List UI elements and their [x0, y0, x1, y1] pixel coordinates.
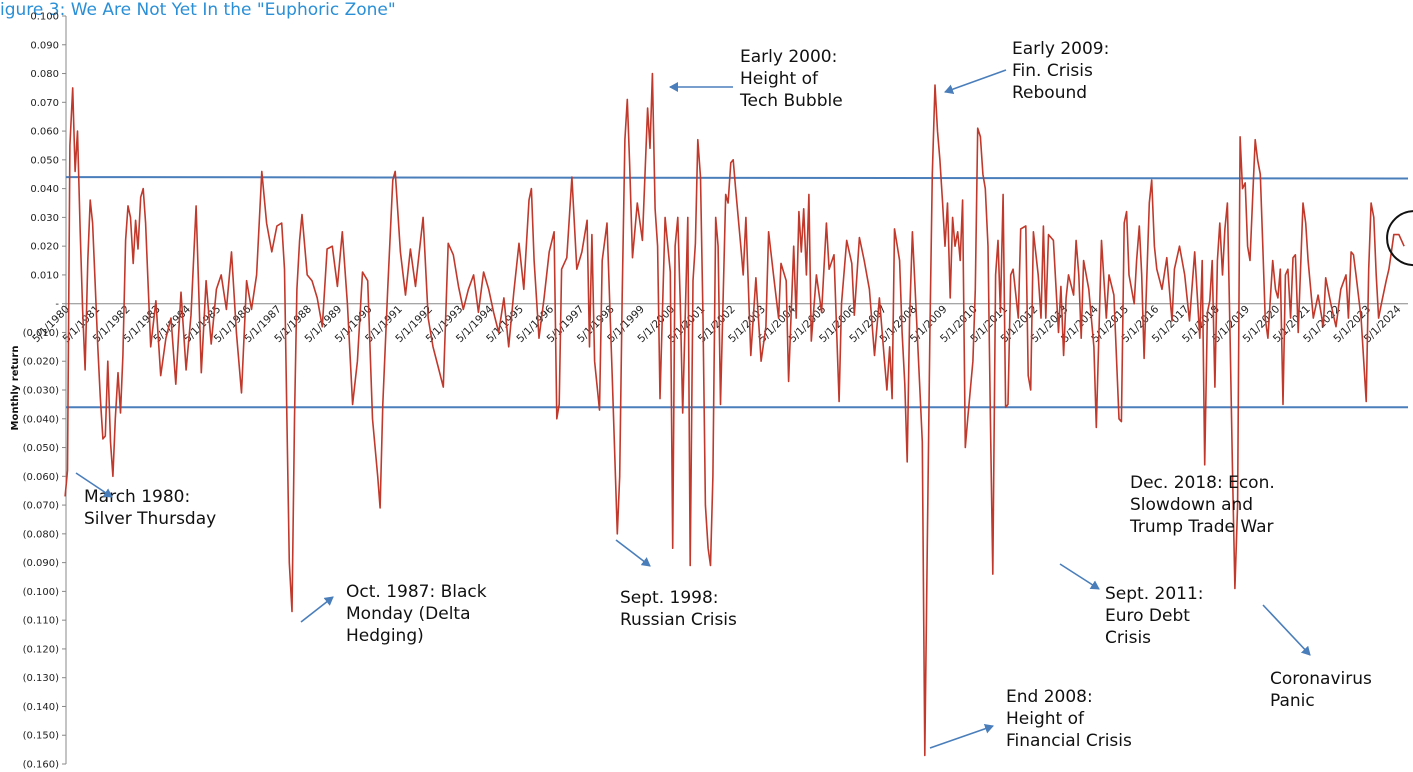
y-tick-label: 0.100: [30, 12, 59, 23]
y-tick-label: 0.060: [30, 127, 59, 138]
y-tick-label: (0.050): [23, 443, 60, 454]
annotations: March 1980: Silver Thursday Oct. 1987: Bla…: [75, 39, 1372, 751]
annotation-arrow: [944, 69, 1007, 94]
annotation-arrow: [1059, 563, 1100, 590]
y-axis-label: Monthly return: [10, 346, 21, 431]
y-tick-label: 0.050: [30, 155, 59, 166]
y-tick-label: (0.120): [23, 644, 60, 655]
y-tick-label: (0.060): [23, 472, 60, 483]
y-tick-label: (0.100): [23, 587, 60, 598]
reference-lines: [65, 176, 1409, 409]
y-tick-label: (0.040): [23, 414, 60, 425]
y-tick-label: (0.110): [23, 616, 60, 627]
y-tick-label: 0.070: [30, 98, 59, 109]
y-axis: 0.100 0.090 0.080 0.070 0.060 0.050 0.040 0.030…: [23, 12, 67, 771]
y-tick-label: 0.080: [30, 69, 59, 80]
y-tick-label: (0.010): [23, 328, 60, 339]
annotation-text: March 1980: Silver Thursday: [84, 487, 216, 529]
y-tick-label: (0.080): [23, 529, 60, 540]
annotation-arrow: [75, 472, 113, 498]
y-tick-label: 0.020: [30, 242, 59, 253]
chart-title: igure 3: We Are Not Yet In the "Euphoric…: [0, 0, 396, 20]
annotation-text: End 2008: Height of Financial Crisis: [1006, 687, 1132, 751]
annotation-arrow: [300, 596, 334, 623]
y-tick-label: 0.030: [30, 213, 59, 224]
y-tick-label: -: [55, 299, 59, 310]
annotation-text: Coronavirus Panic: [1270, 669, 1372, 711]
y-tick-label: (0.090): [23, 558, 60, 569]
y-tick-label: (0.030): [23, 386, 60, 397]
upper-reference-line: [65, 176, 1409, 180]
y-tick-label: 0.090: [30, 40, 59, 51]
y-tick-label: (0.070): [23, 501, 60, 512]
y-tick-label: 0.040: [30, 184, 59, 195]
annotation-text: Dec. 2018: Econ. Slowdown and Trump Trade …: [1129, 473, 1275, 537]
annotation-arrow: [929, 723, 994, 749]
annotation-text: Sept. 2011: Euro Debt Crisis: [1105, 584, 1204, 648]
y-tick-label: (0.130): [23, 673, 60, 684]
y-tick-label: (0.020): [23, 357, 60, 368]
annotation-text: Oct. 1987: Black Monday (Delta Hedging): [346, 582, 487, 646]
latest-value-highlight-circle: [1386, 210, 1413, 267]
y-tick-label: (0.150): [23, 731, 60, 742]
annotation-text: Early 2009: Fin. Crisis Rebound: [1012, 39, 1109, 103]
monthly-return-line: [64, 72, 1405, 757]
series-group: [64, 72, 1413, 757]
y-tick-label: (0.160): [23, 760, 60, 771]
annotation-arrow: [615, 539, 651, 567]
annotation-text: Early 2000: Height of Tech Bubble: [739, 47, 843, 111]
y-tick-label: 0.010: [30, 270, 59, 281]
annotation-text: Sept. 1998: Russian Crisis: [620, 588, 737, 630]
y-tick-label: (0.140): [23, 702, 60, 713]
annotation-arrow: [1262, 604, 1311, 656]
